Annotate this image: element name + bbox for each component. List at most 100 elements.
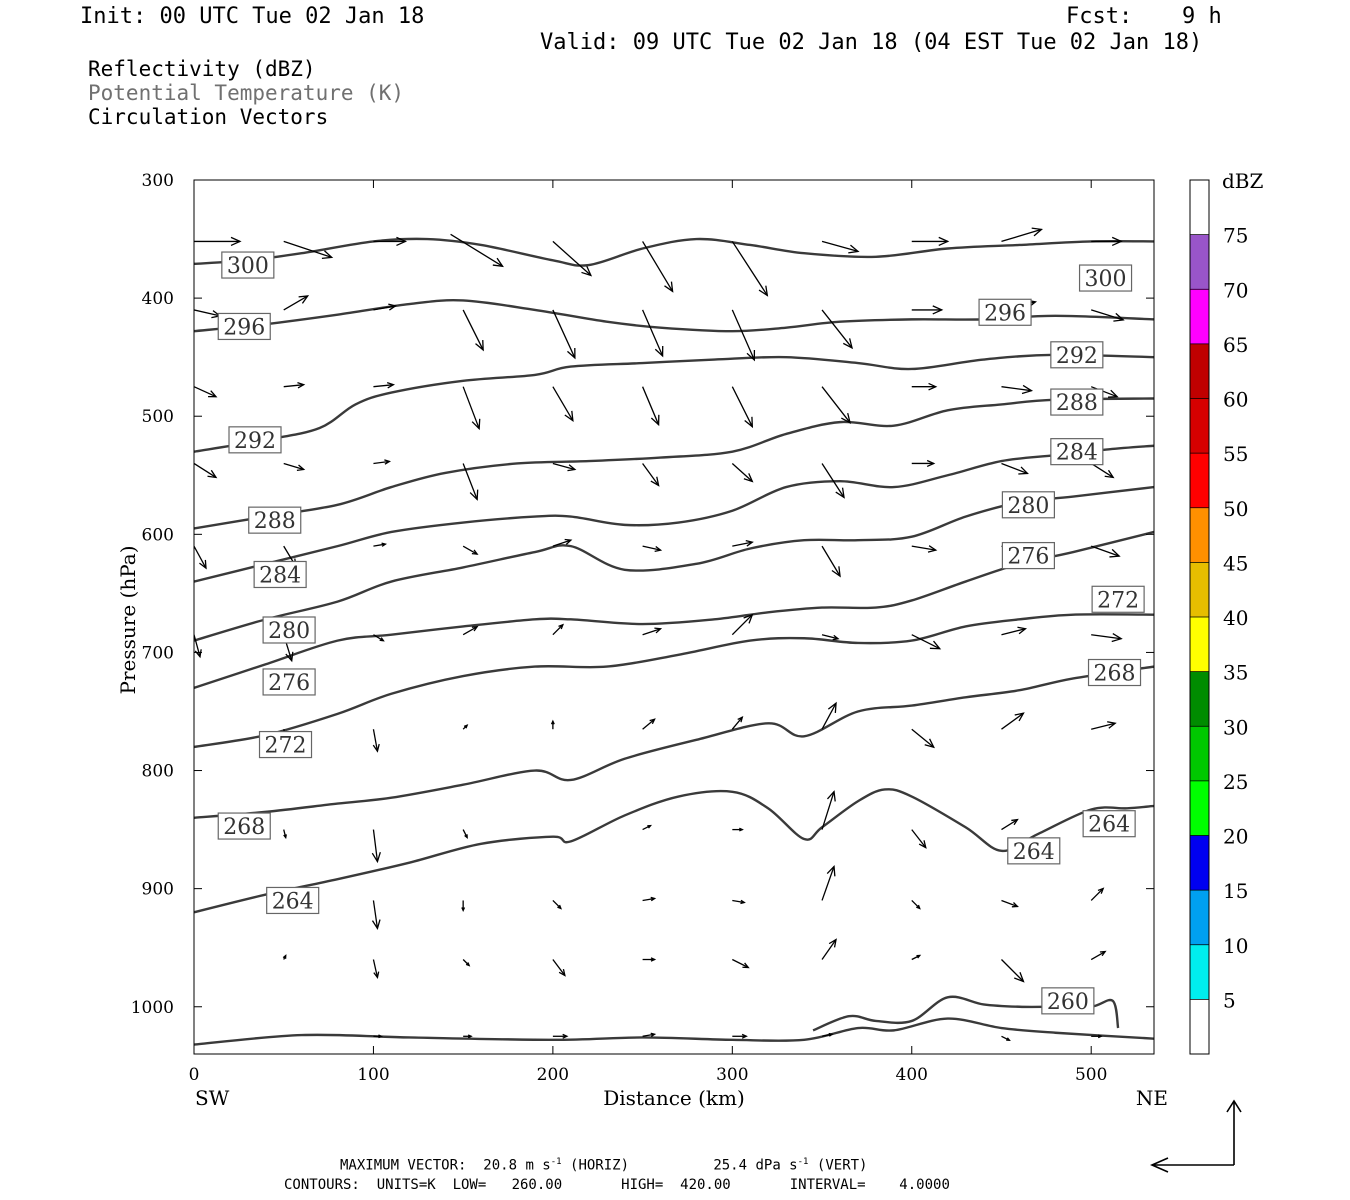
colorbar-label: 40 <box>1223 606 1248 630</box>
circulation-vector <box>911 236 950 247</box>
field-label-potential-temperature: Potential Temperature (K) <box>88 81 405 105</box>
colorbar-label: 35 <box>1223 661 1248 685</box>
colorbar-bin <box>1190 289 1209 344</box>
circulation-vector <box>1091 309 1125 322</box>
circulation-vector <box>642 241 674 293</box>
circulation-vector <box>821 701 837 730</box>
circulation-vector <box>911 899 921 910</box>
contour-label: 292 <box>228 426 282 454</box>
circulation-vector <box>1090 545 1121 558</box>
circulation-vector <box>641 386 660 427</box>
circulation-vector <box>194 386 218 398</box>
contour-label: 296 <box>217 312 271 340</box>
isentrope-268 <box>194 665 1154 819</box>
circulation-vector <box>1090 887 1105 901</box>
isentrope-256 <box>194 1017 1154 1046</box>
circulation-vector <box>1001 384 1034 395</box>
isentrope-276 <box>194 530 1154 690</box>
y-tick-label: 400 <box>142 289 174 309</box>
forecast-label: Fcst: <box>1066 4 1133 29</box>
circulation-vector <box>1001 626 1028 636</box>
circulation-vector <box>642 896 657 902</box>
svg-text:288: 288 <box>254 509 296 534</box>
colorbar-bin <box>1190 617 1209 672</box>
isentrope-280 <box>194 485 1154 642</box>
x-tick-label: 500 <box>1075 1065 1107 1085</box>
contour-label: 292 <box>1050 341 1104 369</box>
circulation-vector <box>552 899 562 910</box>
circulation-vector <box>911 305 944 315</box>
circulation-vector <box>821 790 836 830</box>
svg-text:300: 300 <box>227 254 269 279</box>
circulation-vector <box>552 1033 569 1039</box>
colorbar-bin <box>1190 944 1209 1000</box>
circulation-vector <box>732 827 744 832</box>
sw-label: SW <box>195 1086 230 1110</box>
circulation-vector <box>821 463 845 499</box>
circulation-vector <box>1001 712 1025 730</box>
contour-label: 268 <box>1087 658 1142 687</box>
contour-label: 296 <box>978 298 1032 326</box>
field-label-reflectivity: Reflectivity (dBZ) <box>88 57 316 81</box>
contour-label: 280 <box>262 616 316 644</box>
vert-tag: (VERT) <box>816 1157 868 1174</box>
circulation-vector <box>552 538 573 547</box>
horiz-tag: (HORIZ) <box>570 1157 630 1174</box>
circulation-vector <box>373 634 385 642</box>
svg-text:300: 300 <box>1085 267 1127 292</box>
circulation-vector <box>821 938 837 960</box>
horiz-exp: -1 <box>550 1157 562 1167</box>
svg-text:296: 296 <box>223 315 265 340</box>
contour-label: 264 <box>1007 837 1061 865</box>
circulation-vector <box>821 634 840 641</box>
circulation-vector <box>462 625 479 636</box>
svg-text:276: 276 <box>1007 545 1049 570</box>
field-label-circulation-vectors: Circulation Vectors <box>88 105 329 129</box>
svg-text:276: 276 <box>268 671 310 696</box>
circulation-vector <box>462 545 479 555</box>
x-tick-label: 300 <box>716 1065 748 1085</box>
isentrope-296 <box>194 299 1154 333</box>
y-tick-label: 600 <box>142 525 174 545</box>
colorbar-bin <box>1190 507 1209 563</box>
x-axis-label: Distance (km) <box>603 1086 745 1110</box>
circulation-vector <box>1090 462 1115 479</box>
colorbar-label: 60 <box>1223 388 1248 412</box>
horiz-value: 20.8 m s <box>483 1157 551 1174</box>
svg-text:296: 296 <box>984 301 1026 326</box>
ne-label: NE <box>1136 1086 1168 1110</box>
isentrope-284 <box>194 444 1154 583</box>
y-tick-label: 1000 <box>131 998 174 1018</box>
valid-time: Valid: 09 UTC Tue 02 Jan 18 (04 EST Tue … <box>540 30 1203 55</box>
contour-label: 280 <box>1001 491 1055 519</box>
colorbar-bin <box>1190 835 1209 891</box>
svg-text:264: 264 <box>1013 840 1055 865</box>
colorbar-bin <box>1190 726 1209 781</box>
y-tick-label: 300 <box>142 171 174 191</box>
circulation-vector <box>373 459 392 465</box>
reference-vector-icon <box>1150 1099 1242 1173</box>
isentrope-300 <box>194 237 1154 267</box>
colorbar: 5 10 15 20 25 30 35 40 45 50 55 60 65 70 75 dBZ <box>1189 169 1264 1055</box>
contour-label: 272 <box>1091 585 1145 613</box>
svg-text:280: 280 <box>268 619 310 644</box>
x-tick-label: 0 <box>189 1065 200 1085</box>
circulation-vector <box>731 386 754 429</box>
axes-layer: 0 100 200 300 400 500 300 400 500 600 700 800 900 100… <box>131 171 1154 1085</box>
circulation-vector <box>462 724 469 730</box>
y-tick-label: 500 <box>142 407 174 427</box>
circulation-vector <box>283 381 306 389</box>
circulation-vector <box>731 309 756 362</box>
circulation-vector <box>911 459 936 468</box>
colorbar-bin <box>1190 890 1209 945</box>
circulation-vector <box>642 627 663 636</box>
circulation-vector <box>462 309 484 352</box>
circulation-vector <box>642 309 664 358</box>
circulation-vector <box>732 540 754 547</box>
init-time: Init: 00 UTC Tue 02 Jan 18 <box>80 4 425 29</box>
colorbar-label: 50 <box>1223 497 1248 521</box>
circulation-vector <box>282 954 287 960</box>
circulation-vector <box>283 462 306 472</box>
colorbar-label: 65 <box>1223 333 1248 357</box>
svg-text:292: 292 <box>1056 344 1098 369</box>
